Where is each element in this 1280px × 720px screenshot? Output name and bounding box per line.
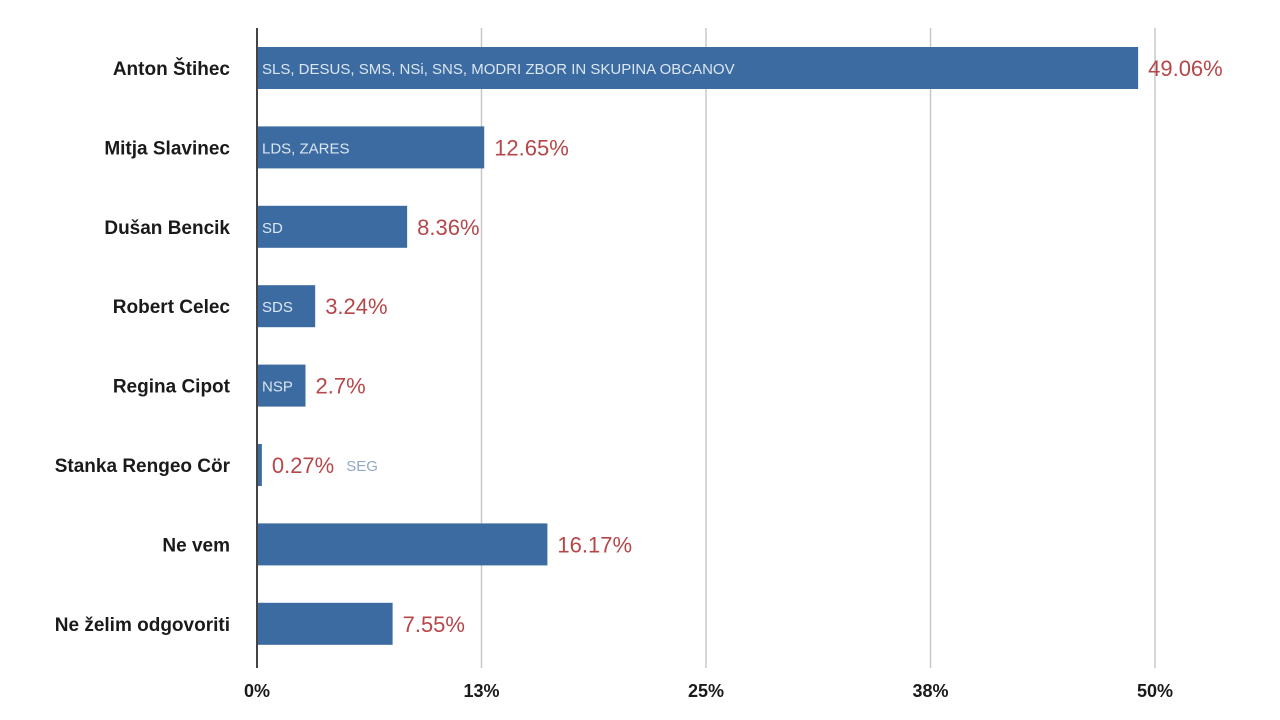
x-axis-ticks: 0% 13% 25% 38% 50% — [244, 681, 1173, 701]
value-label: 3.24% — [325, 294, 387, 319]
party-label: NSP — [262, 379, 293, 396]
party-label: LDS, ZARES — [262, 140, 350, 157]
category-label: Ne želim odgovoriti — [55, 615, 230, 636]
category-label: Dušan Bencik — [104, 218, 230, 239]
x-tick-label: 38% — [912, 681, 948, 701]
value-label: 49.06% — [1148, 56, 1223, 81]
category-label: Ne vem — [162, 535, 230, 556]
bar — [257, 602, 393, 645]
category-label: Anton Štihec — [113, 58, 231, 80]
value-label: 8.36% — [417, 215, 479, 240]
bar — [257, 444, 262, 486]
category-label: Mitja Slavinec — [104, 138, 230, 159]
category-label: Stanka Rengeo Cör — [55, 456, 231, 477]
bars — [257, 47, 1139, 645]
bar — [257, 205, 408, 248]
bar — [257, 364, 306, 407]
x-tick-label: 50% — [1137, 681, 1173, 701]
bar — [257, 47, 1139, 89]
party-label: SLS, DESUS, SMS, NSi, SNS, MODRI ZBOR IN… — [262, 61, 735, 78]
gridlines — [480, 28, 1156, 668]
value-label: 7.55% — [403, 612, 465, 637]
value-label: 0.27% — [272, 453, 334, 478]
party-label: SDS — [262, 299, 293, 316]
category-label: Regina Cipot — [113, 377, 231, 398]
x-tick-label: 0% — [244, 681, 270, 701]
x-tick-label: 25% — [688, 681, 724, 701]
bar — [257, 126, 485, 169]
x-tick-label: 13% — [463, 681, 499, 701]
labels: Anton Štihec 49.06% SLS, DESUS, SMS, NSi, … — [55, 56, 1223, 637]
bar — [257, 285, 316, 328]
bar — [257, 523, 548, 566]
party-label: SD — [262, 220, 283, 237]
category-label: Robert Celec — [113, 297, 231, 318]
party-label: SEG — [346, 458, 378, 475]
value-label: 2.7% — [315, 374, 365, 399]
value-label: 16.17% — [557, 532, 632, 557]
value-label: 12.65% — [494, 135, 569, 160]
